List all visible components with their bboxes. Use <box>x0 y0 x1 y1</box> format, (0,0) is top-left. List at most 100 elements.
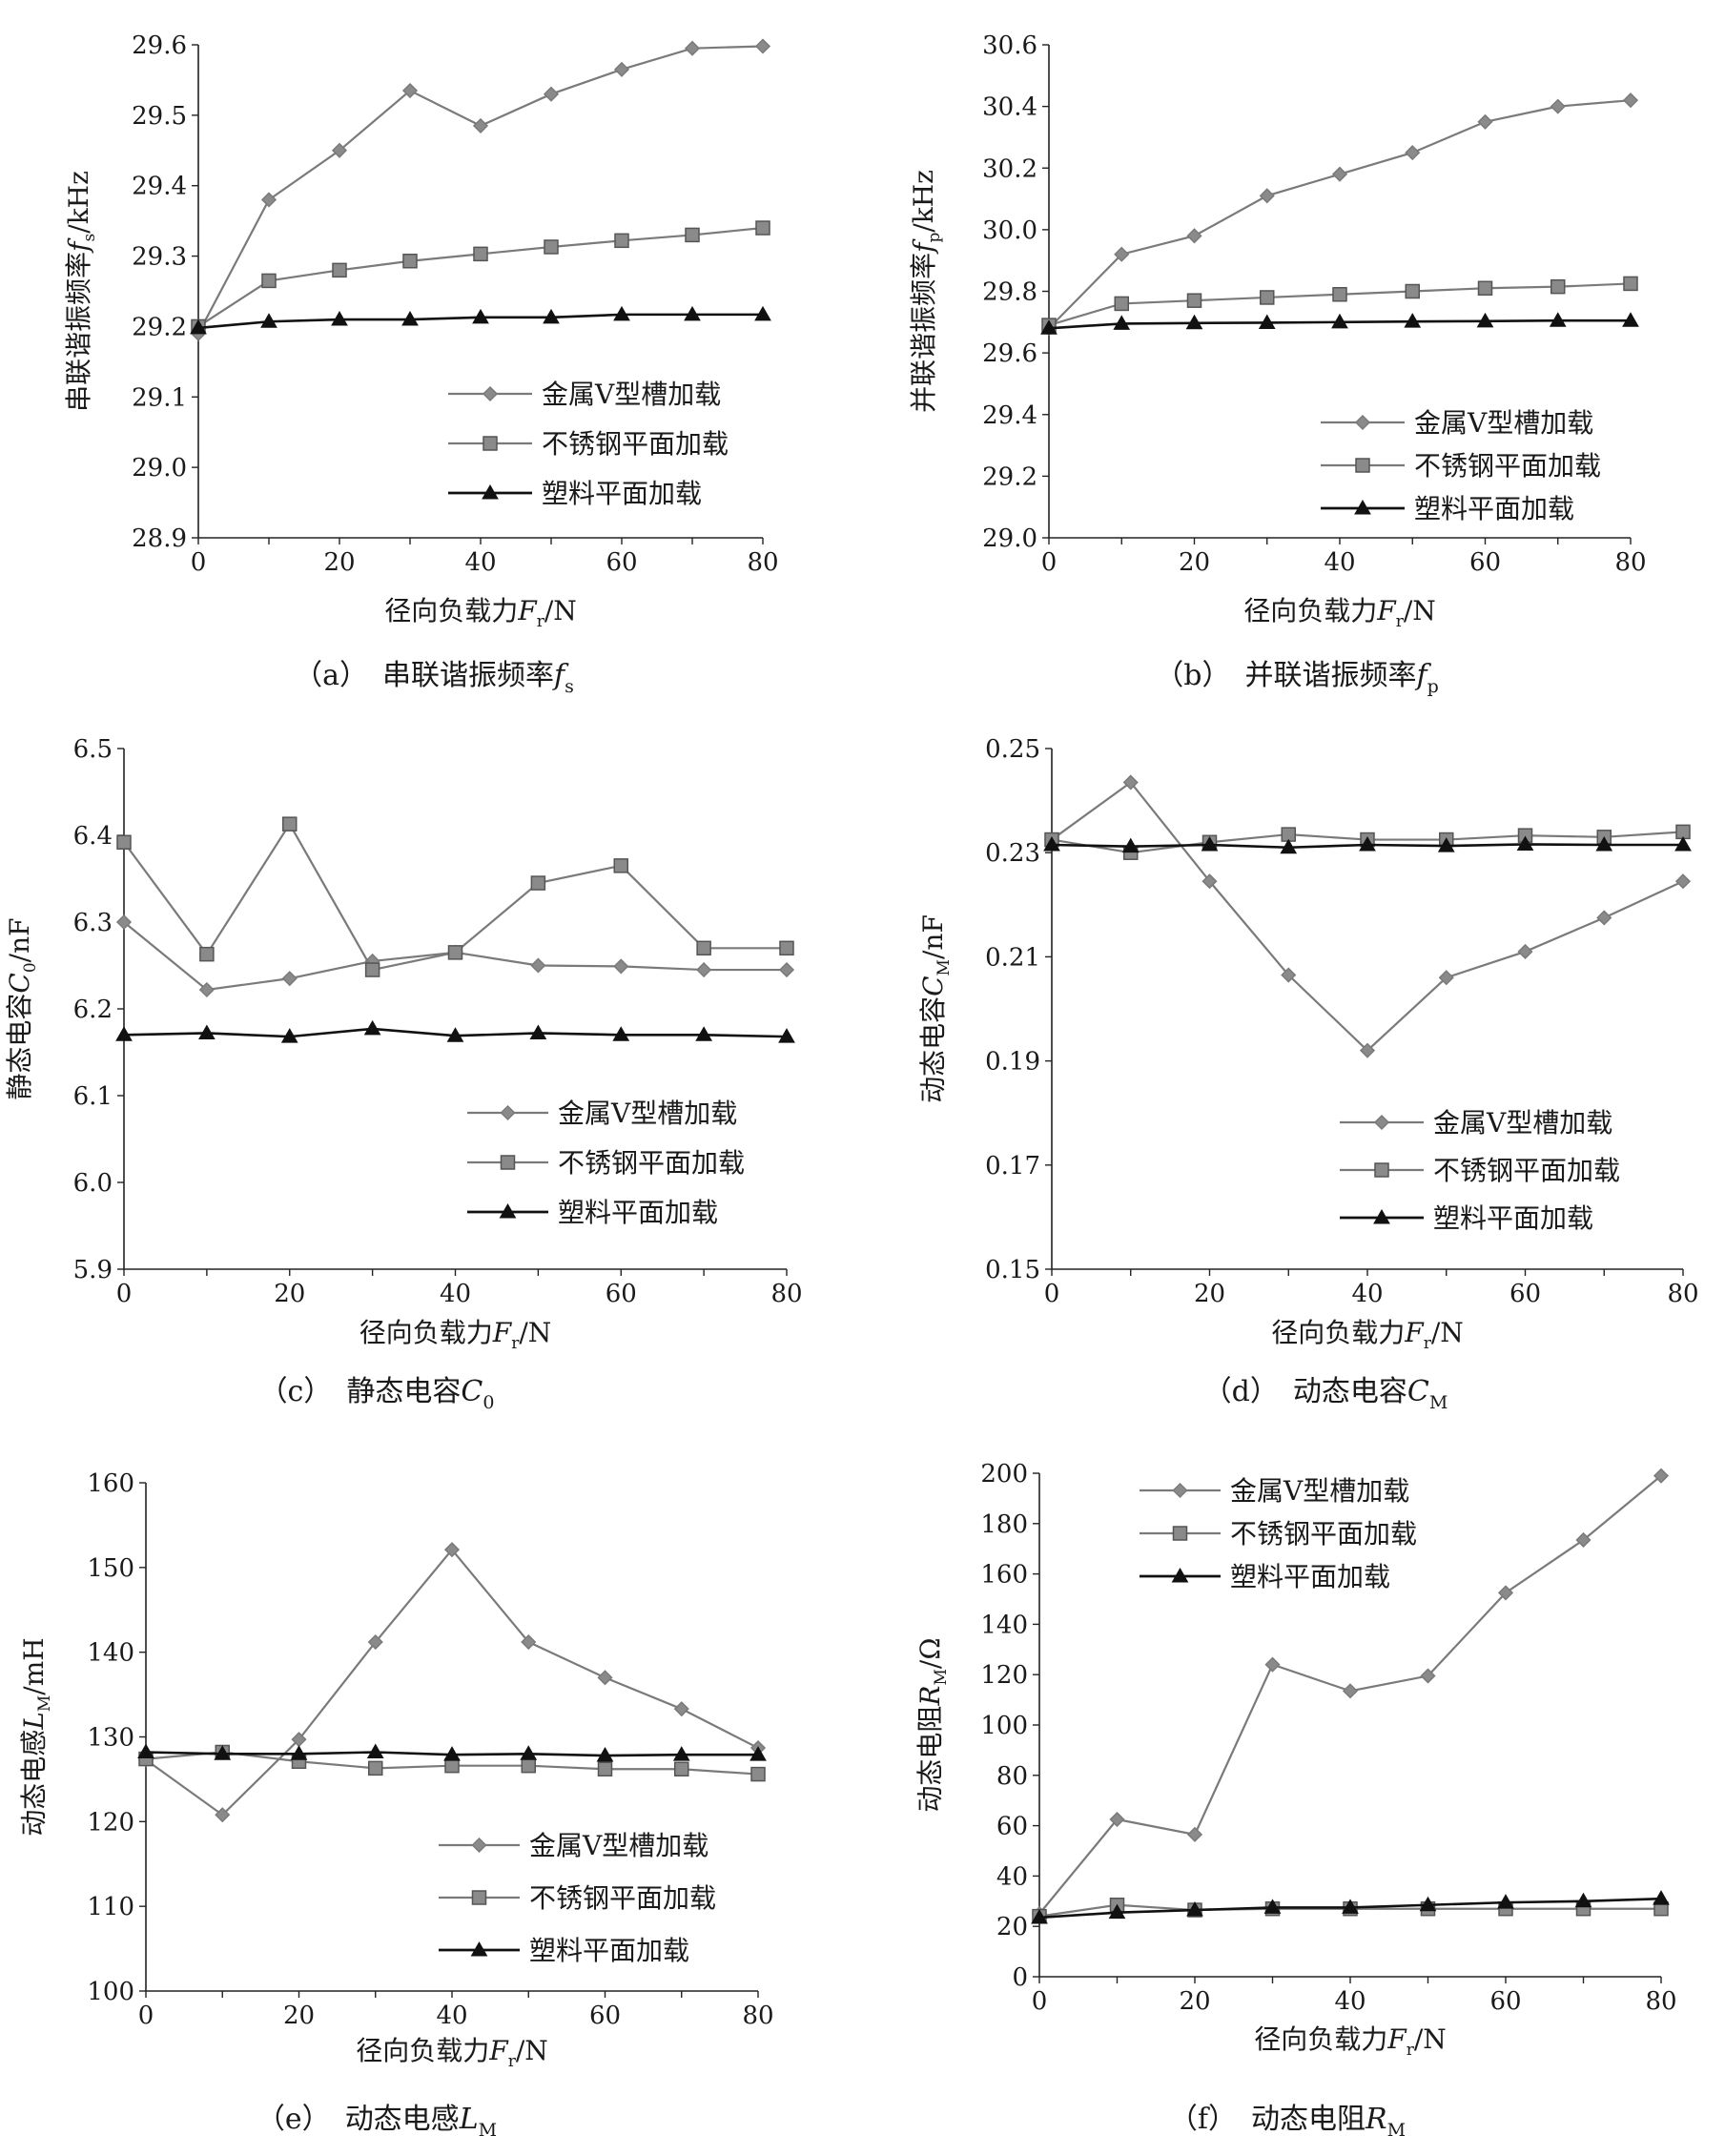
x-tick-label: 80 <box>1667 1280 1698 1308</box>
data-point <box>1263 1899 1282 1914</box>
y-tick-label: 100 <box>980 1712 1028 1740</box>
data-point <box>280 1028 298 1043</box>
legend-label: 不锈钢平面加载 <box>529 1882 716 1914</box>
y-tick-label: 100 <box>87 1978 134 2006</box>
legend-marker <box>1374 1162 1389 1178</box>
legend-marker <box>1355 458 1370 473</box>
data-point <box>401 82 419 99</box>
data-point <box>613 61 630 77</box>
data-point <box>260 313 277 328</box>
data-point <box>1331 166 1348 182</box>
data-point <box>331 311 348 326</box>
legend-label: 金属V型槽加载 <box>542 379 721 410</box>
x-axis-label: 径向负载力Fr/N <box>384 595 577 631</box>
series-2 <box>137 1743 767 1762</box>
legend-label: 塑料平面加载 <box>558 1197 718 1228</box>
data-point <box>1596 910 1612 926</box>
data-point <box>1438 970 1454 986</box>
data-point <box>1031 1908 1048 1924</box>
data-point <box>1201 873 1218 890</box>
data-point <box>1121 837 1140 853</box>
x-axis-label: 径向负载力Fr/N <box>1271 1317 1464 1353</box>
x-axis-label: 径向负载力Fr/N <box>1254 2023 1447 2060</box>
data-point <box>530 957 546 974</box>
data-point <box>1420 1668 1436 1684</box>
data-point <box>521 1633 537 1651</box>
data-point <box>368 1760 383 1776</box>
y-tick-label: 30.6 <box>982 31 1037 60</box>
data-point <box>1575 1531 1592 1549</box>
data-point <box>1186 228 1202 244</box>
x-tick-label: 0 <box>116 1280 133 1308</box>
data-point <box>1517 943 1533 960</box>
y-tick-label: 120 <box>87 1808 134 1837</box>
data-point <box>1264 1656 1281 1673</box>
x-tick-label: 60 <box>1509 1280 1541 1308</box>
data-point <box>750 1746 767 1761</box>
y-tick-label: 29.1 <box>132 383 187 412</box>
y-tick-label: 160 <box>87 1469 134 1498</box>
data-point <box>261 273 277 289</box>
x-tick-label: 40 <box>440 1280 471 1308</box>
x-tick-label: 40 <box>1334 1987 1366 2016</box>
data-point <box>543 308 560 324</box>
y-axis-label: 串联谐振频率fs/kHz <box>63 171 99 412</box>
legend-label: 金属V型槽加载 <box>1230 1475 1409 1507</box>
data-point <box>1405 145 1421 161</box>
data-point <box>1040 319 1058 335</box>
x-tick-label: 40 <box>464 548 496 577</box>
legend-marker <box>482 483 499 500</box>
y-axis-label: 动态电容CM/nF <box>917 914 954 1103</box>
series-2 <box>1043 835 1692 854</box>
data-point <box>1497 1585 1514 1601</box>
data-point <box>695 1026 712 1041</box>
y-tick-label: 29.0 <box>982 524 1037 553</box>
legend-marker <box>500 1104 516 1121</box>
data-point <box>215 1807 231 1823</box>
series-0 <box>1040 92 1639 337</box>
data-point <box>613 305 630 321</box>
data-point <box>673 1701 689 1717</box>
series-2 <box>1040 312 1639 335</box>
data-point <box>596 1747 614 1762</box>
data-point <box>1280 838 1298 854</box>
y-tick-label: 6.3 <box>73 909 113 937</box>
data-point <box>530 875 546 891</box>
legend-marker <box>1171 1567 1189 1583</box>
data-point <box>674 1761 689 1777</box>
data-point <box>543 86 560 102</box>
data-point <box>1623 276 1638 292</box>
y-tick-label: 29.5 <box>132 102 187 131</box>
series-1 <box>191 220 770 335</box>
data-point <box>363 1019 381 1036</box>
y-tick-label: 0.25 <box>985 735 1040 764</box>
legend-marker <box>471 1837 487 1854</box>
series-line <box>1051 780 1684 1053</box>
x-tick-label: 40 <box>436 2002 467 2030</box>
data-point <box>198 1024 216 1039</box>
data-point <box>521 1757 536 1774</box>
chart-f: 0 20 40 60 80 0 20 40 60 80 100 120 140 160 180 200 金属V型… <box>914 1460 1677 2141</box>
y-tick-label: 6.4 <box>73 822 113 851</box>
data-point <box>198 981 215 998</box>
x-tick-label: 0 <box>1041 548 1058 577</box>
x-tick-label: 40 <box>1324 548 1355 577</box>
x-tick-label: 0 <box>138 2002 154 2030</box>
data-point <box>614 233 629 249</box>
y-tick-label: 29.2 <box>132 313 187 341</box>
legend-marker <box>1373 1114 1390 1131</box>
y-tick-label: 20 <box>996 1913 1028 1941</box>
y-tick-label: 6.1 <box>73 1082 113 1111</box>
x-tick-label: 20 <box>274 1280 305 1308</box>
y-axis-label: 动态电感LM/mH <box>18 1637 54 1836</box>
legend-marker <box>483 436 498 451</box>
data-point <box>115 1026 133 1041</box>
data-point <box>1477 113 1493 130</box>
data-point <box>685 227 700 243</box>
legend-marker <box>499 1202 517 1219</box>
y-tick-label: 150 <box>87 1554 134 1583</box>
x-tick-label: 0 <box>1032 1987 1048 2016</box>
data-point <box>1622 92 1639 109</box>
data-point <box>778 1028 795 1043</box>
